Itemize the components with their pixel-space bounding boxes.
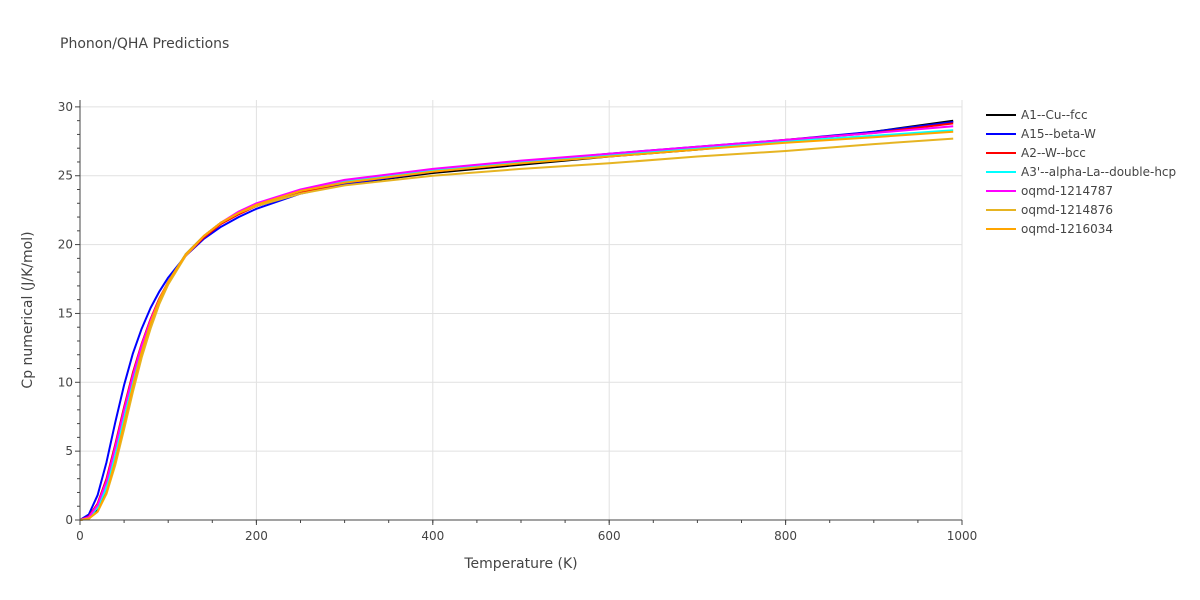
y-tick-label: 10 <box>58 375 73 389</box>
legend-item[interactable]: A2--W--bcc <box>986 146 1086 160</box>
legend-item[interactable]: oqmd-1214876 <box>986 203 1113 217</box>
y-tick-label: 30 <box>58 100 73 114</box>
grid <box>80 100 963 520</box>
legend-label: oqmd-1216034 <box>1021 222 1113 236</box>
y-tick-label: 20 <box>58 238 73 252</box>
legend-label: A2--W--bcc <box>1021 146 1086 160</box>
legend-item[interactable]: A1--Cu--fcc <box>986 108 1088 122</box>
y-axis-title: Cp numerical (J/K/mol) <box>20 231 36 388</box>
series-line[interactable] <box>79 121 954 521</box>
x-axis-title: Temperature (K) <box>463 556 577 572</box>
chart-title: Phonon/QHA Predictions <box>60 36 230 52</box>
legend-label: A15--beta-W <box>1021 127 1096 141</box>
axes: 0 200 400 600 800 1000 0 5 10 15 20 25 30 Temperature… <box>20 100 977 572</box>
x-tick-label: 200 <box>245 529 268 543</box>
legend-label: A1--Cu--fcc <box>1021 108 1088 122</box>
series-line[interactable] <box>79 119 954 521</box>
series-line[interactable] <box>79 137 954 521</box>
legend-item[interactable]: oqmd-1216034 <box>986 222 1113 236</box>
series-line[interactable] <box>79 125 954 521</box>
x-tick-label: 0 <box>76 529 84 543</box>
series-line[interactable] <box>79 130 954 521</box>
legend-label: A3'--alpha-La--double-hcp <box>1021 165 1176 179</box>
legend-item[interactable]: oqmd-1214787 <box>986 184 1113 198</box>
x-tick-label: 1000 <box>947 529 978 543</box>
series-line[interactable] <box>79 129 954 521</box>
legend-label: oqmd-1214876 <box>1021 203 1113 217</box>
legend[interactable]: A1--Cu--fcc A15--beta-W A2--W--bcc A3'--alp… <box>986 108 1176 236</box>
x-tick-label: 600 <box>598 529 621 543</box>
series-line[interactable] <box>79 122 954 521</box>
legend-item[interactable]: A3'--alpha-La--double-hcp <box>986 165 1176 179</box>
x-tick-label: 800 <box>774 529 797 543</box>
y-tick-label: 25 <box>58 169 73 183</box>
legend-label: oqmd-1214787 <box>1021 184 1113 198</box>
y-tick-label: 0 <box>65 513 73 527</box>
y-tick-label: 5 <box>65 444 73 458</box>
y-tick-label: 15 <box>58 306 73 320</box>
x-tick-label: 400 <box>421 529 444 543</box>
plot-area[interactable] <box>79 119 954 521</box>
legend-item[interactable]: A15--beta-W <box>986 127 1096 141</box>
